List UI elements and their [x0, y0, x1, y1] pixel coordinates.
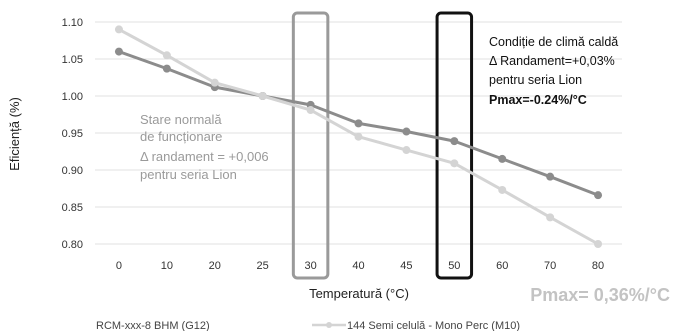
legend-item-1: RCM-xxx-8 BHM (G12) — [96, 320, 210, 332]
data-point — [162, 51, 171, 60]
legend-label-2: 144 Semi celulă - Mono Perc (M10) — [347, 320, 520, 331]
x-tick-label: 80 — [592, 260, 604, 272]
y-tick-label: 1.05 — [62, 54, 83, 66]
data-point — [498, 154, 507, 163]
data-point — [258, 92, 267, 100]
y-tick-label: 0.85 — [62, 202, 83, 214]
annotation-warm-line-2: Δ Randament=+0,03% — [489, 54, 615, 68]
highlight-box-50 — [435, 11, 474, 280]
x-tick-label: 10 — [161, 260, 173, 272]
y-axis-title: Eficiență (%) — [7, 97, 22, 171]
data-point — [402, 127, 411, 136]
data-point — [450, 137, 459, 146]
data-point — [450, 159, 459, 168]
data-point — [114, 47, 123, 56]
y-tick-label: 0.90 — [62, 165, 83, 177]
y-tick-label: 0.80 — [62, 239, 83, 251]
y-tick-label: 0.95 — [62, 128, 83, 140]
data-point — [546, 172, 555, 181]
series — [114, 25, 603, 248]
data-point — [546, 213, 555, 222]
data-point — [354, 119, 363, 128]
data-point — [402, 146, 411, 155]
data-point — [498, 185, 507, 194]
pmax-note: Pmax= 0,36%/°C — [530, 285, 670, 305]
annotation-normal: Stare normală de funcționare Δ randament… — [140, 112, 269, 182]
x-tick-label: 40 — [352, 260, 364, 272]
data-point — [594, 240, 603, 248]
grid — [95, 21, 622, 245]
legend-swatch-2-marker — [326, 322, 332, 328]
x-tick-label: 50 — [448, 260, 460, 272]
annotation-normal-line-4: pentru seria Lion — [140, 167, 237, 182]
data-point — [306, 106, 315, 115]
annotation-warm-line-1: Condiție de climă caldă — [489, 35, 618, 49]
annotation-normal-line-2: de funcționare — [140, 129, 222, 144]
x-tick-label: 45 — [400, 260, 412, 272]
highlight-box-30 — [291, 11, 330, 280]
annotation-normal-line-1: Stare normală — [140, 112, 222, 127]
ticks: 0.80 0.85 0.90 0.95 1.00 1.05 1.10 0 10 20 25 30 40 4… — [62, 17, 605, 272]
x-tick-label: 0 — [116, 260, 122, 272]
data-point — [354, 132, 363, 141]
x-tick-label: 25 — [257, 260, 269, 272]
x-axis-title: Temperatură (°C) — [309, 286, 409, 301]
legend-label-1: RCM-xxx-8 BHM (G12) — [96, 320, 210, 331]
x-tick-label: 60 — [496, 260, 508, 272]
highlight-boxes — [291, 11, 474, 280]
annotation-warm-line-3: pentru seria Lion — [489, 73, 582, 87]
legend: RCM-xxx-8 BHM (G12) 144 Semi celulă - Mo… — [96, 320, 520, 332]
x-tick-label: 20 — [209, 260, 221, 272]
annotation-warm-line-4: Pmax=-0.24%/°C — [489, 93, 587, 107]
data-point — [210, 78, 219, 87]
legend-item-2: 144 Semi celulă - Mono Perc (M10) — [312, 320, 520, 332]
data-point — [594, 191, 603, 200]
y-tick-label: 1.00 — [62, 91, 83, 103]
x-tick-label: 30 — [304, 260, 316, 272]
annotation-normal-line-3: Δ randament = +0,006 — [140, 149, 269, 164]
data-point — [162, 64, 171, 73]
y-tick-label: 1.10 — [62, 17, 83, 29]
x-tick-label: 70 — [544, 260, 556, 272]
annotation-warm: Condiție de climă caldă Δ Randament=+0,0… — [489, 35, 618, 107]
data-point — [114, 25, 123, 34]
